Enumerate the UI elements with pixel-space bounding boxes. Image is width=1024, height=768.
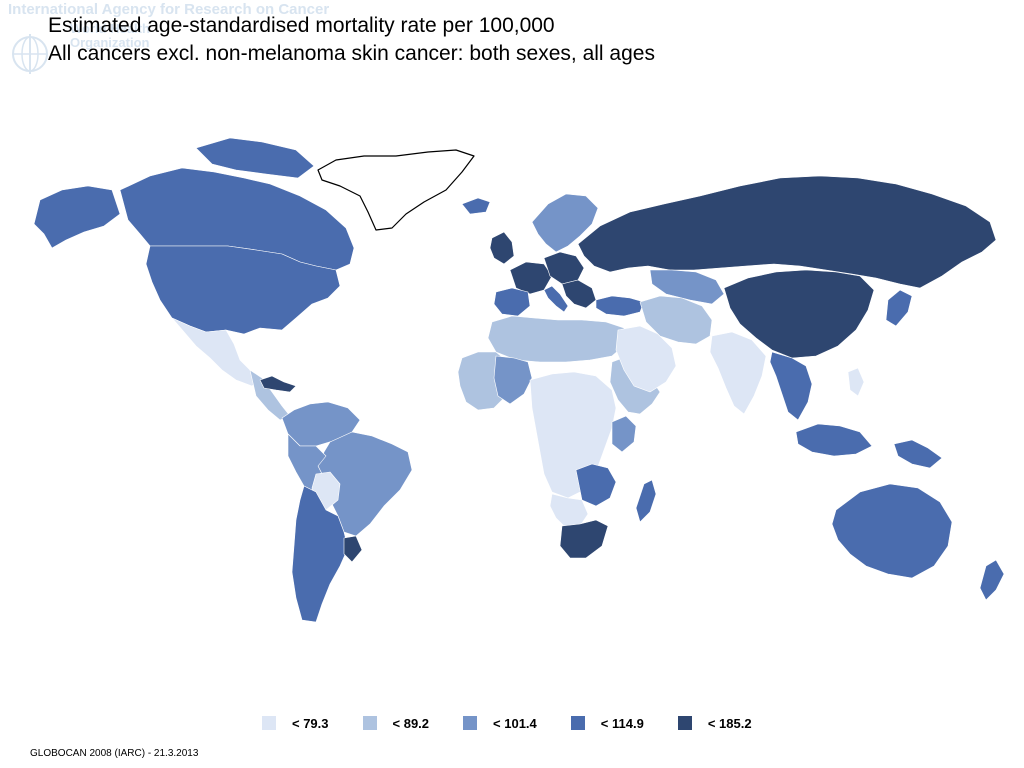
legend-swatch — [677, 716, 692, 730]
region-southern-africa-mid — [575, 463, 617, 507]
region-new-zealand — [979, 559, 1005, 601]
region-australia — [831, 483, 953, 579]
legend-item: < 101.4 — [463, 716, 537, 731]
iarc-watermark: International Agency for Research on Can… — [8, 1, 330, 74]
region-iceland — [461, 197, 491, 215]
legend-label: < 89.2 — [392, 715, 430, 731]
region-iran-central-asia — [639, 295, 713, 345]
title-line-2: All cancers excl. non-melanoma skin canc… — [48, 42, 655, 65]
legend-item: < 185.2 — [677, 715, 752, 731]
map-legend: < 79.3 < 89.2 < 101.4 < 114.9 < 185.2 — [262, 714, 786, 732]
region-uruguay — [343, 535, 363, 563]
legend-item: < 79.3 — [262, 716, 329, 731]
region-scandinavia — [531, 193, 599, 253]
region-southeast-asia — [769, 351, 813, 421]
region-cuba — [259, 375, 297, 393]
region-canadian-islands — [195, 137, 315, 179]
who-logo-icon — [12, 34, 48, 74]
region-alaska — [33, 185, 121, 249]
region-usa — [145, 245, 341, 335]
legend-label: < 114.9 — [600, 715, 644, 731]
region-western-europe — [509, 261, 553, 295]
region-south-africa — [559, 519, 609, 559]
legend-label: < 185.2 — [707, 715, 752, 731]
region-balkans — [561, 279, 597, 309]
legend-label: < 79.3 — [292, 715, 329, 731]
region-greenland — [317, 149, 475, 231]
region-north-africa — [487, 315, 627, 363]
region-philippines — [847, 367, 865, 397]
legend-swatch — [362, 716, 377, 730]
region-indonesia — [795, 423, 873, 457]
region-japan — [885, 289, 913, 327]
region-kenya — [611, 415, 637, 453]
region-india — [709, 331, 767, 415]
legend-swatch — [463, 716, 478, 730]
source-footer: GLOBOCAN 2008 (IARC) - 21.3.2013 — [30, 748, 199, 759]
region-madagascar — [635, 479, 657, 523]
region-mali-niger — [493, 355, 533, 405]
legend-label: < 101.4 — [493, 715, 537, 731]
watermark-agency-text: International Agency for Research on Can… — [8, 1, 330, 18]
legend-swatch — [570, 716, 585, 730]
region-argentina-chile — [291, 485, 349, 623]
region-turkey — [595, 295, 645, 317]
region-kazakhstan — [649, 269, 725, 305]
legend-item: < 114.9 — [570, 715, 644, 731]
region-russia — [577, 175, 997, 289]
region-iberia — [493, 287, 531, 317]
region-arabia — [615, 325, 677, 393]
legend-item: < 89.2 — [362, 715, 430, 731]
region-papua — [893, 439, 943, 469]
map-title: Estimated age-standardised mortality rat… — [48, 12, 655, 68]
legend-swatch — [262, 716, 276, 730]
region-china-mongolia — [723, 269, 875, 359]
region-central-europe — [543, 251, 585, 285]
title-line-1: Estimated age-standardised mortality rat… — [48, 14, 555, 37]
region-uk-ireland — [489, 231, 515, 265]
region-italy — [543, 285, 569, 313]
watermark-who-text: World Health Organization — [70, 21, 150, 50]
